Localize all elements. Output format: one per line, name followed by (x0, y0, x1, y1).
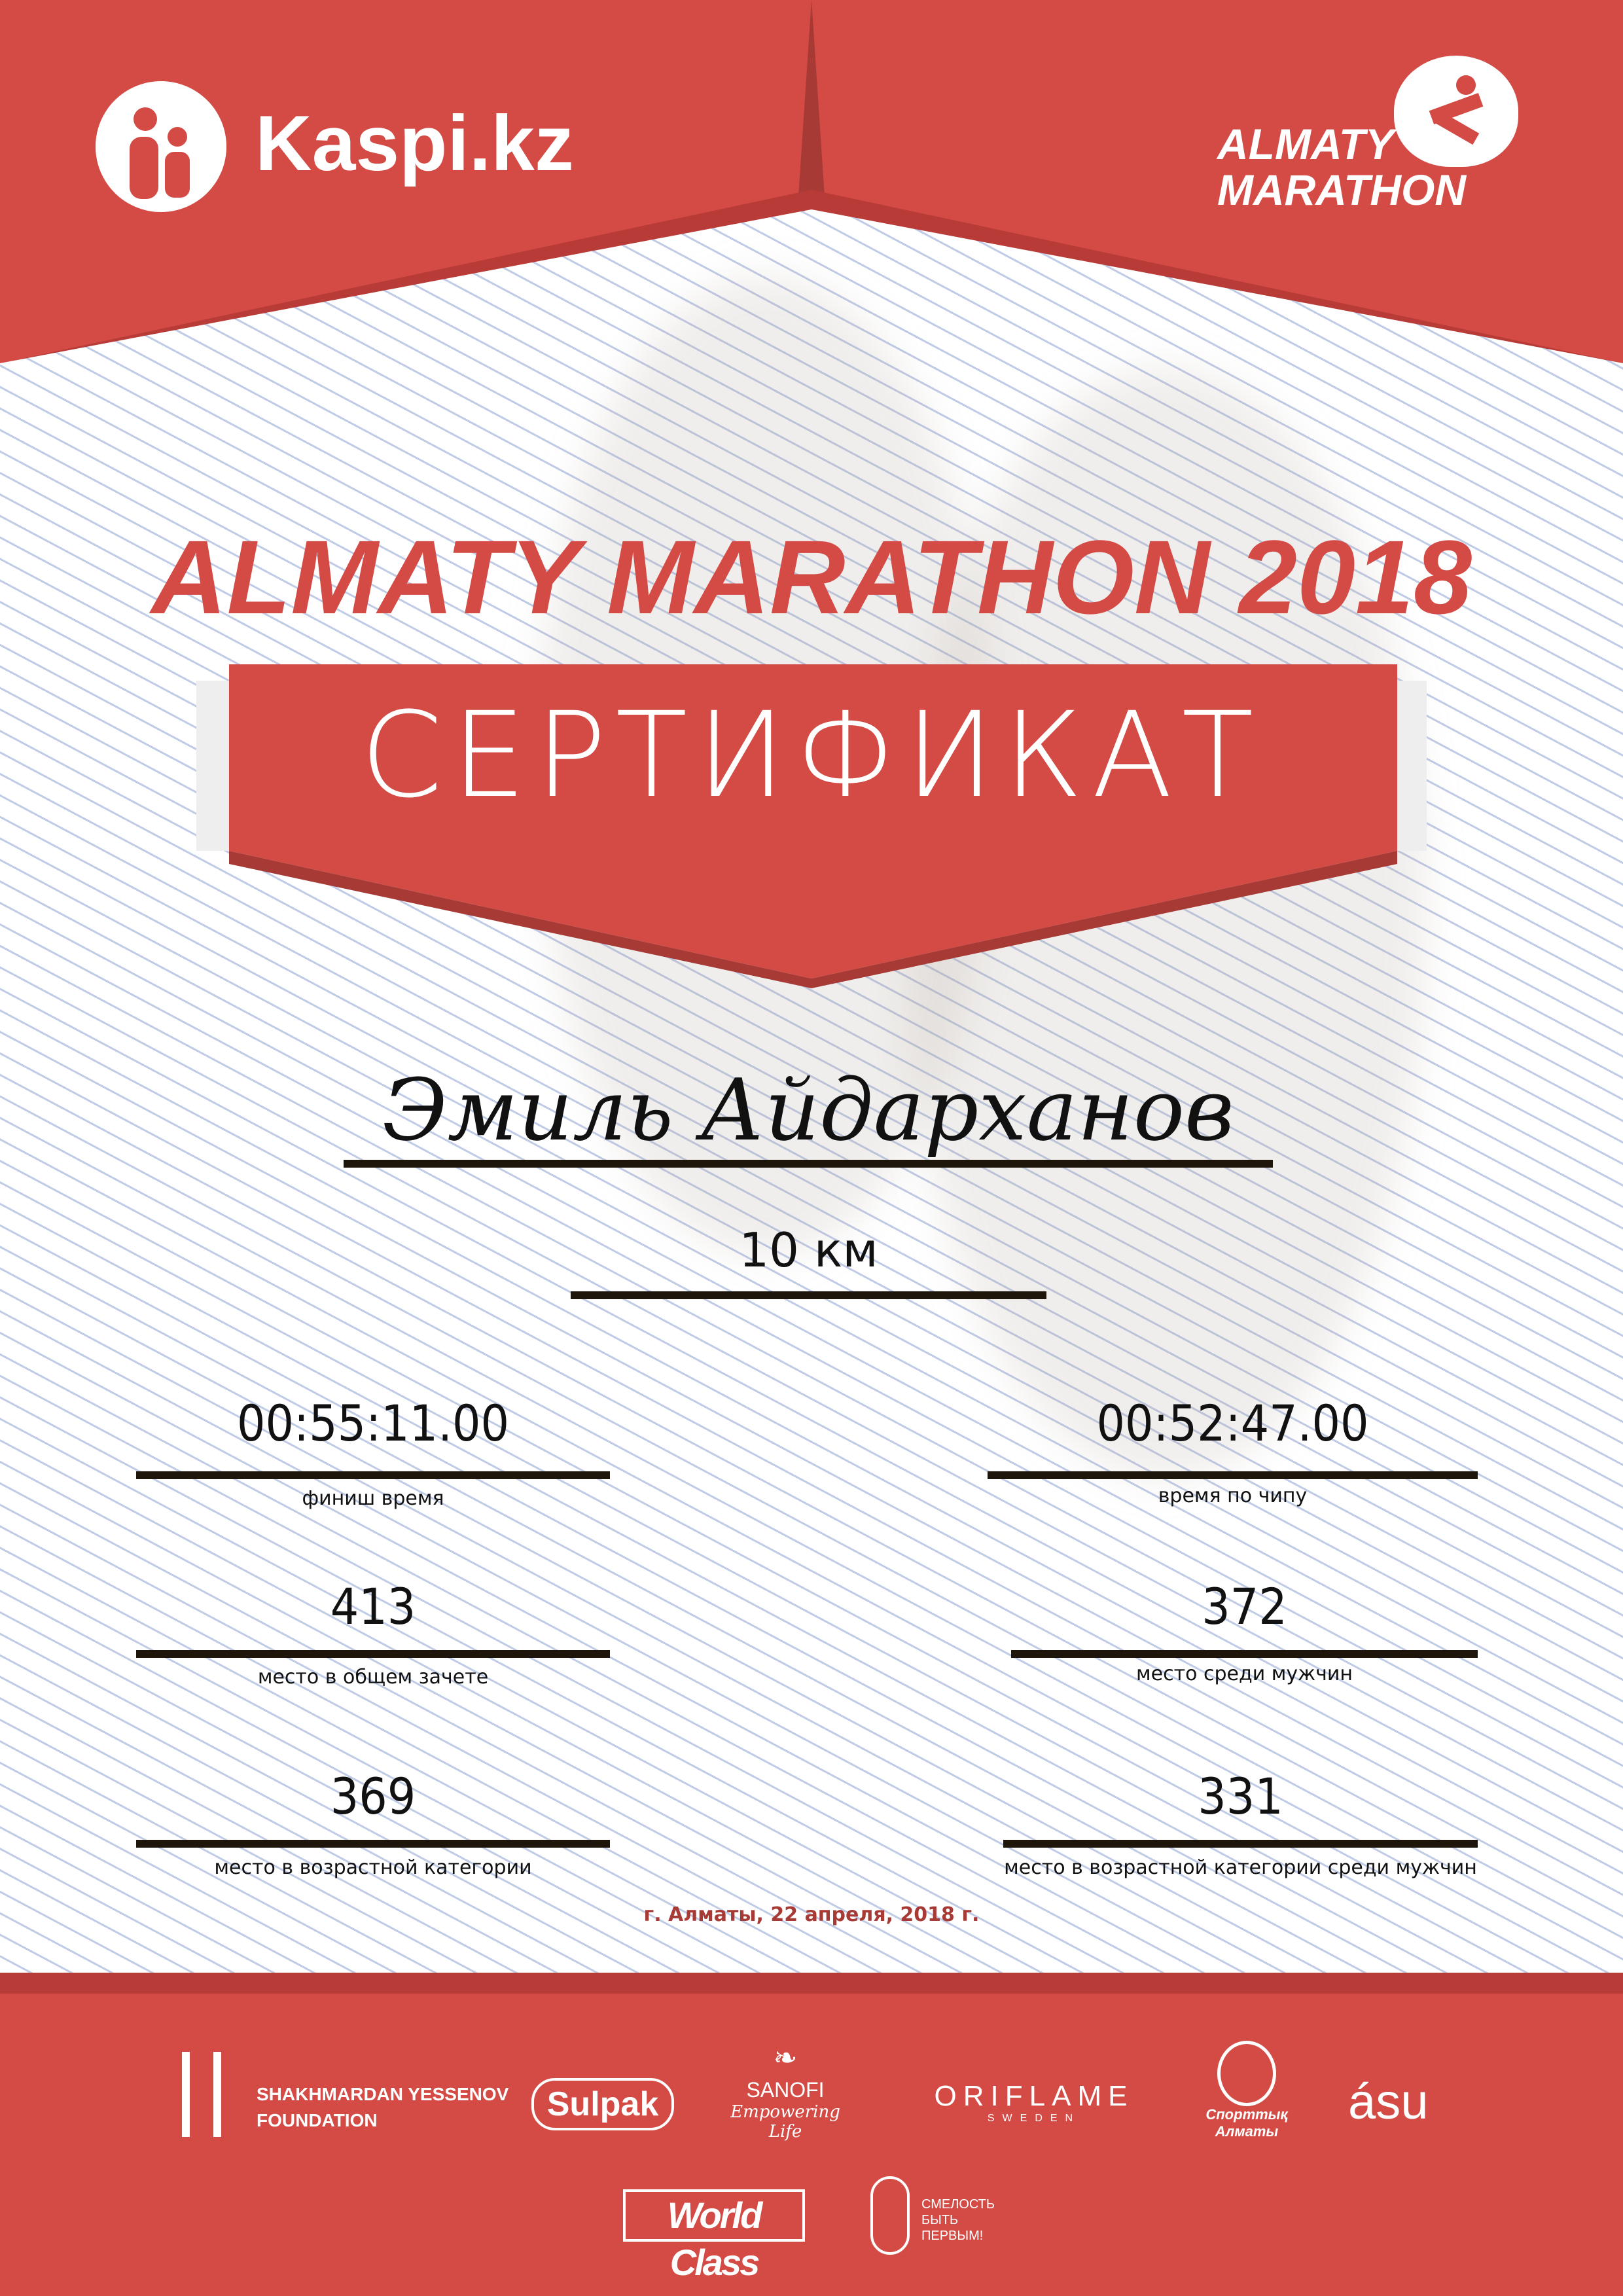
sanofi-bird-icon: ❧ (773, 2042, 798, 2074)
divider (988, 1471, 1478, 1479)
finish-time-value: 00:55:11.00 (237, 1394, 509, 1452)
sanofi-logo: ❧ SANOFI Empowering Life (720, 2039, 851, 2142)
male-place-value: 372 (1202, 1577, 1287, 1636)
age-place-label: место в возрастной категории (214, 1856, 532, 1879)
header-banner (0, 0, 1623, 363)
fund-line-2: БЫТЬ (921, 2213, 959, 2227)
participant-name: Эмиль Айдарханов (382, 1060, 1234, 1160)
name-underline (344, 1160, 1273, 1168)
sanofi-tagline: Empowering Life (730, 2102, 840, 2142)
overall-place-value: 413 (330, 1577, 416, 1636)
kaspi-logo-text: Kaspi.kz (255, 99, 574, 187)
finish-time-label: финиш время (302, 1487, 444, 1510)
oriflame-name: ORIFLAME (934, 2080, 1134, 2112)
sport-almaty-line-1: Спорттық (1205, 2106, 1288, 2123)
oriflame-logo: ORIFLAME SWEDEN (923, 2080, 1145, 2125)
fund-line-1: СМЕЛОСТЬ (921, 2197, 995, 2212)
divider (136, 1840, 610, 1848)
oriflame-country: SWEDEN (987, 2113, 1081, 2124)
certificate-heading: СЕРТИФИКАТ (360, 687, 1263, 824)
age-place-value: 369 (330, 1767, 416, 1825)
yessenov-logo-icon (182, 2052, 221, 2137)
asu-logo: ásu (1348, 2074, 1429, 2130)
sport-almaty-line-2: Алматы (1215, 2123, 1279, 2140)
yessenov-logo: SHAKHMARDAN YESSENOV FOUNDATION (257, 2081, 508, 2134)
kaspi-logo-icon (96, 81, 226, 212)
sport-almaty-logo: Спорттық Алматы (1198, 2041, 1296, 2140)
event-title: ALMATY MARATHON 2018 (151, 518, 1472, 636)
distance-underline (571, 1291, 1046, 1299)
divider (136, 1471, 610, 1479)
divider (1003, 1840, 1478, 1848)
logo-line-2: MARATHON (1217, 166, 1467, 214)
yessenov-line-2: FOUNDATION (257, 2110, 378, 2130)
issue-date: г. Алматы, 22 апреля, 2018 г. (643, 1903, 980, 1926)
fund-line-3: ПЕРВЫМ! (921, 2229, 984, 2243)
fund-logo: СМЕЛОСТЬ БЫТЬ ПЕРВЫМ! (921, 2197, 995, 2244)
almaty-marathon-logo: ALMATY MARATHON (1217, 121, 1466, 213)
age-male-place-value: 331 (1198, 1767, 1283, 1825)
yessenov-line-1: SHAKHMARDAN YESSENOV (257, 2084, 509, 2104)
worldclass-logo: World Class (623, 2189, 805, 2283)
sport-almaty-emblem-icon (1217, 2041, 1276, 2106)
logo-line-1: ALMATY (1217, 120, 1395, 168)
sulpak-logo: Sulpak (531, 2078, 674, 2130)
chip-time-value: 00:52:47.00 (1096, 1394, 1369, 1452)
distance: 10 км (739, 1223, 878, 1278)
divider (136, 1650, 610, 1658)
divider (1011, 1650, 1478, 1658)
male-place-label: место среди мужчин (1136, 1662, 1353, 1685)
overall-place-label: место в общем зачете (257, 1666, 489, 1689)
fund-runner-icon (870, 2176, 910, 2255)
certificate-ribbon (196, 664, 1427, 988)
age-male-place-label: место в возрастной категории среди мужчи… (1004, 1856, 1477, 1879)
almaty-marathon-runner-icon (1394, 56, 1518, 167)
partners-footer (0, 1973, 1623, 2296)
chip-time-label: время по чипу (1158, 1484, 1308, 1507)
sanofi-name: SANOFI (746, 2078, 825, 2102)
